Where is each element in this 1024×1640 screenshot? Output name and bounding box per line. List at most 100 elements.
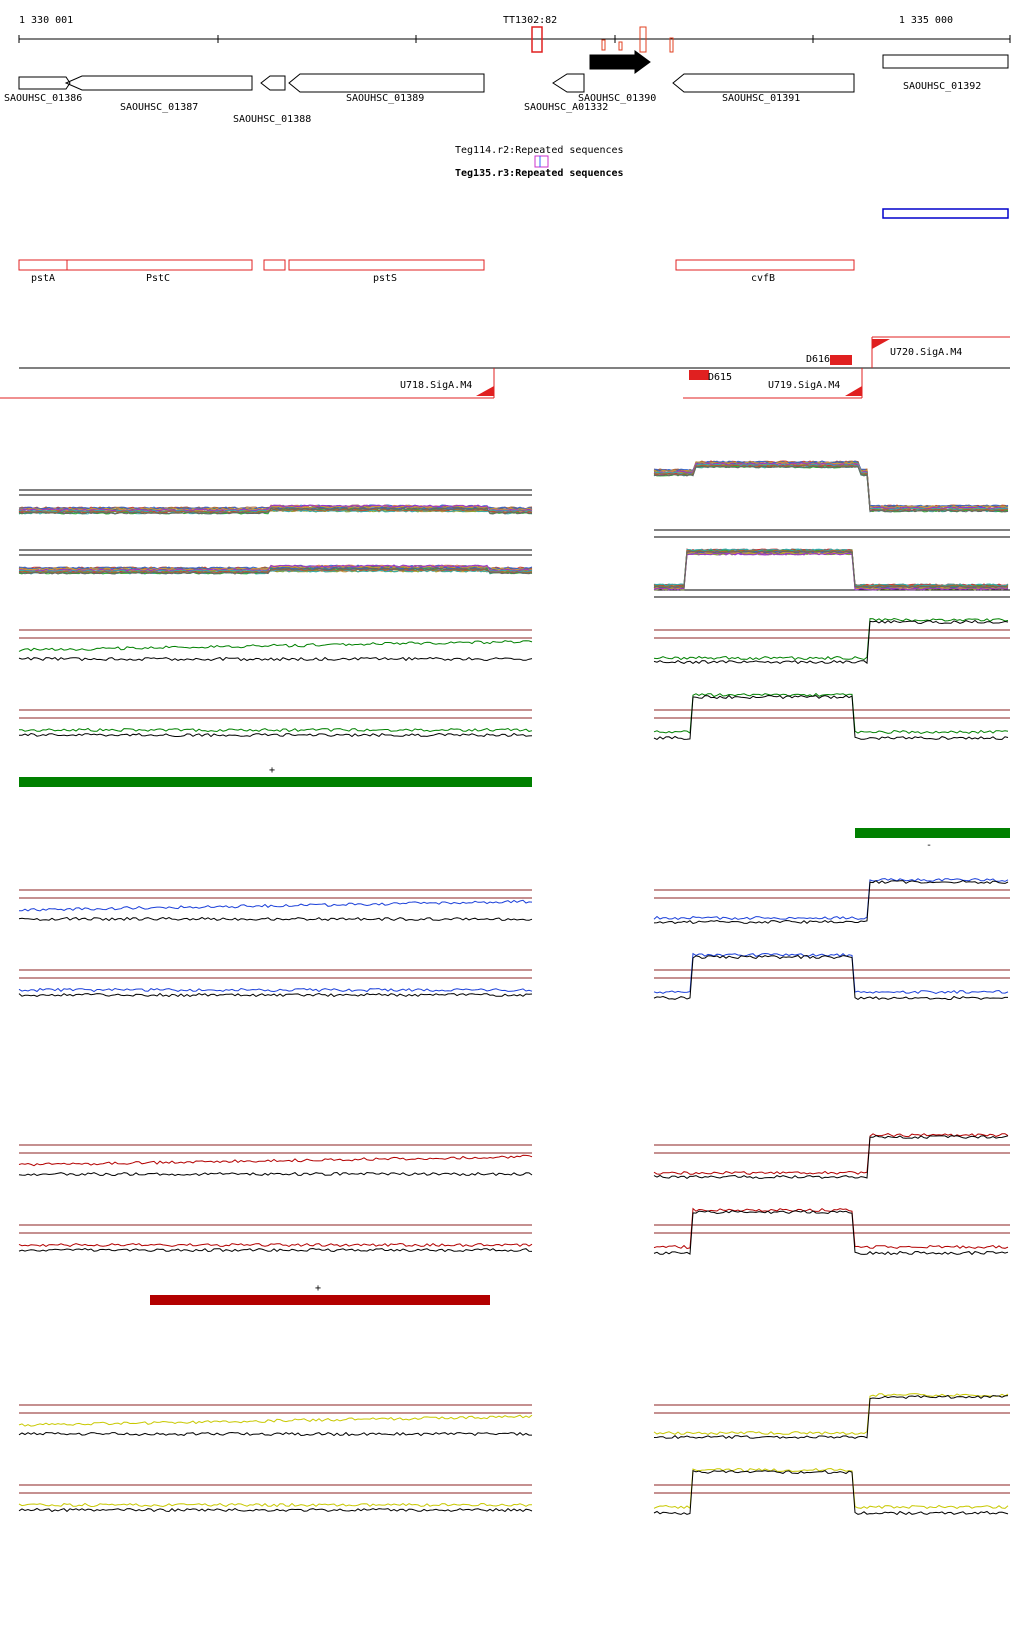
expression-trace xyxy=(653,1135,1009,1180)
expression-trace xyxy=(18,1171,533,1177)
repeat-track: Teg114.r2:Repeated sequences Teg135.r3:R… xyxy=(455,145,1009,219)
expression-trace xyxy=(18,509,533,513)
segment-bar-green-right[interactable] xyxy=(855,828,1010,838)
expression-trace xyxy=(653,465,1009,513)
annotation-box-pstS[interactable] xyxy=(288,259,485,271)
expression-trace xyxy=(653,878,1009,920)
transcript-label: D615 xyxy=(708,372,732,383)
expression-trace xyxy=(653,461,1009,509)
repeat-label: Teg135.r3:Repeated sequences xyxy=(455,168,624,179)
expression-trace xyxy=(18,992,533,998)
expression-trace xyxy=(653,462,1009,510)
expression-trace xyxy=(653,463,1009,511)
expression-trace xyxy=(653,463,1009,511)
expression-trace xyxy=(653,619,1009,665)
gene-box-01392[interactable] xyxy=(882,54,1009,69)
expression-trace xyxy=(653,549,1009,588)
expression-trace xyxy=(18,899,533,912)
segment-track: + - + xyxy=(19,765,1010,1305)
expression-trace xyxy=(18,505,533,511)
annotation-box-pstC[interactable] xyxy=(66,259,253,271)
gene-arrow-01387[interactable] xyxy=(64,75,253,91)
gene-arrow-01389[interactable] xyxy=(288,73,485,93)
annotation-box-unnamed[interactable] xyxy=(263,259,286,271)
repeat-box[interactable] xyxy=(534,155,549,168)
gene-labels: SAOUHSC_01386 SAOUHSC_01387 SAOUHSC_0138… xyxy=(4,81,981,125)
marker-highlight xyxy=(531,26,543,53)
transcript-label: U719.SigA.M4 xyxy=(768,380,840,391)
expression-trace xyxy=(653,1210,1009,1256)
expression-trace xyxy=(18,1431,532,1437)
expression-trace xyxy=(653,550,1009,589)
expression-trace xyxy=(653,461,1009,509)
expression-trace xyxy=(653,462,1009,510)
expression-trace xyxy=(18,727,533,733)
expression-trace xyxy=(18,656,533,662)
annotation-box-pstA[interactable] xyxy=(18,259,68,271)
gene-label: SAOUHSC_01389 xyxy=(346,93,424,104)
segment-bar-red[interactable] xyxy=(150,1295,490,1305)
expression-trace xyxy=(18,1414,533,1427)
expression-trace xyxy=(653,1393,1009,1435)
expression-trace xyxy=(653,549,1009,588)
repeat-label: Teg114.r2:Repeated sequences xyxy=(455,145,624,156)
expression-trace xyxy=(653,1467,1009,1510)
gene-arrow-01390[interactable] xyxy=(589,50,651,74)
expression-trace xyxy=(18,987,533,993)
ruler-start-label: 1 330 001 xyxy=(19,15,73,26)
expression-trace xyxy=(653,551,1009,590)
expression-trace xyxy=(653,1133,1009,1175)
blue-feature-box[interactable] xyxy=(882,208,1009,219)
gene-label: SAOUHSC_01386 xyxy=(4,93,82,104)
annotation-labels: pstA PstC pstS cvfB xyxy=(31,273,775,284)
expression-trace xyxy=(653,551,1009,590)
gene-arrow-01388[interactable] xyxy=(260,75,286,91)
expression-trace xyxy=(653,549,1009,588)
expression-trace xyxy=(18,566,533,570)
expression-panels xyxy=(18,460,1010,1516)
expression-trace xyxy=(653,954,1008,1001)
gene-track xyxy=(18,50,1009,93)
expression-trace xyxy=(18,564,532,572)
segment-strand-label: - xyxy=(926,840,932,851)
expression-trace xyxy=(18,1247,533,1253)
expression-trace xyxy=(18,1507,533,1513)
expression-trace xyxy=(653,1394,1009,1440)
transcript-block-D616[interactable] xyxy=(830,355,852,365)
transcript-block-D615[interactable] xyxy=(689,370,709,380)
gene-label: SAOUHSC_01388 xyxy=(233,114,311,125)
gene-label: SAOUHSC_01391 xyxy=(722,93,800,104)
segment-strand-label: + xyxy=(269,765,275,776)
expression-trace xyxy=(653,550,1009,589)
annotation-track xyxy=(18,259,855,271)
expression-trace xyxy=(18,732,533,738)
expression-trace xyxy=(653,880,1009,925)
gene-arrow-01386[interactable] xyxy=(18,76,71,90)
expression-trace xyxy=(18,916,533,922)
segment-strand-label: + xyxy=(315,1283,321,1294)
annotation-label: pstA xyxy=(31,273,55,284)
segment-bar-green-left[interactable] xyxy=(19,777,532,787)
expression-trace xyxy=(653,548,1009,587)
expression-trace xyxy=(653,694,1009,740)
gene-label: SAOUHSC_01390 xyxy=(578,93,656,104)
annotation-label: PstC xyxy=(146,273,170,284)
transcript-label: D616 xyxy=(806,354,830,365)
expression-trace xyxy=(653,464,1009,512)
expression-trace xyxy=(18,507,533,515)
expression-trace xyxy=(653,550,1009,589)
gene-arrow-A01332[interactable] xyxy=(552,73,585,93)
expression-trace xyxy=(18,1154,533,1167)
expression-trace xyxy=(653,617,1009,661)
ruler-marker-label: TT1302:82 xyxy=(503,15,557,26)
expression-trace xyxy=(18,504,533,512)
annotation-box-cvfB[interactable] xyxy=(675,259,855,271)
expression-trace xyxy=(653,464,1009,512)
gene-label: SAOUHSC_01392 xyxy=(903,81,981,92)
expression-trace xyxy=(653,692,1009,735)
gene-arrow-01391[interactable] xyxy=(672,73,855,93)
transcript-track: U718.SigA.M4 D615 D616 U719.SigA.M4 U720… xyxy=(0,336,1010,399)
transcript-label: U718.SigA.M4 xyxy=(400,380,472,391)
expression-trace xyxy=(653,464,1009,512)
